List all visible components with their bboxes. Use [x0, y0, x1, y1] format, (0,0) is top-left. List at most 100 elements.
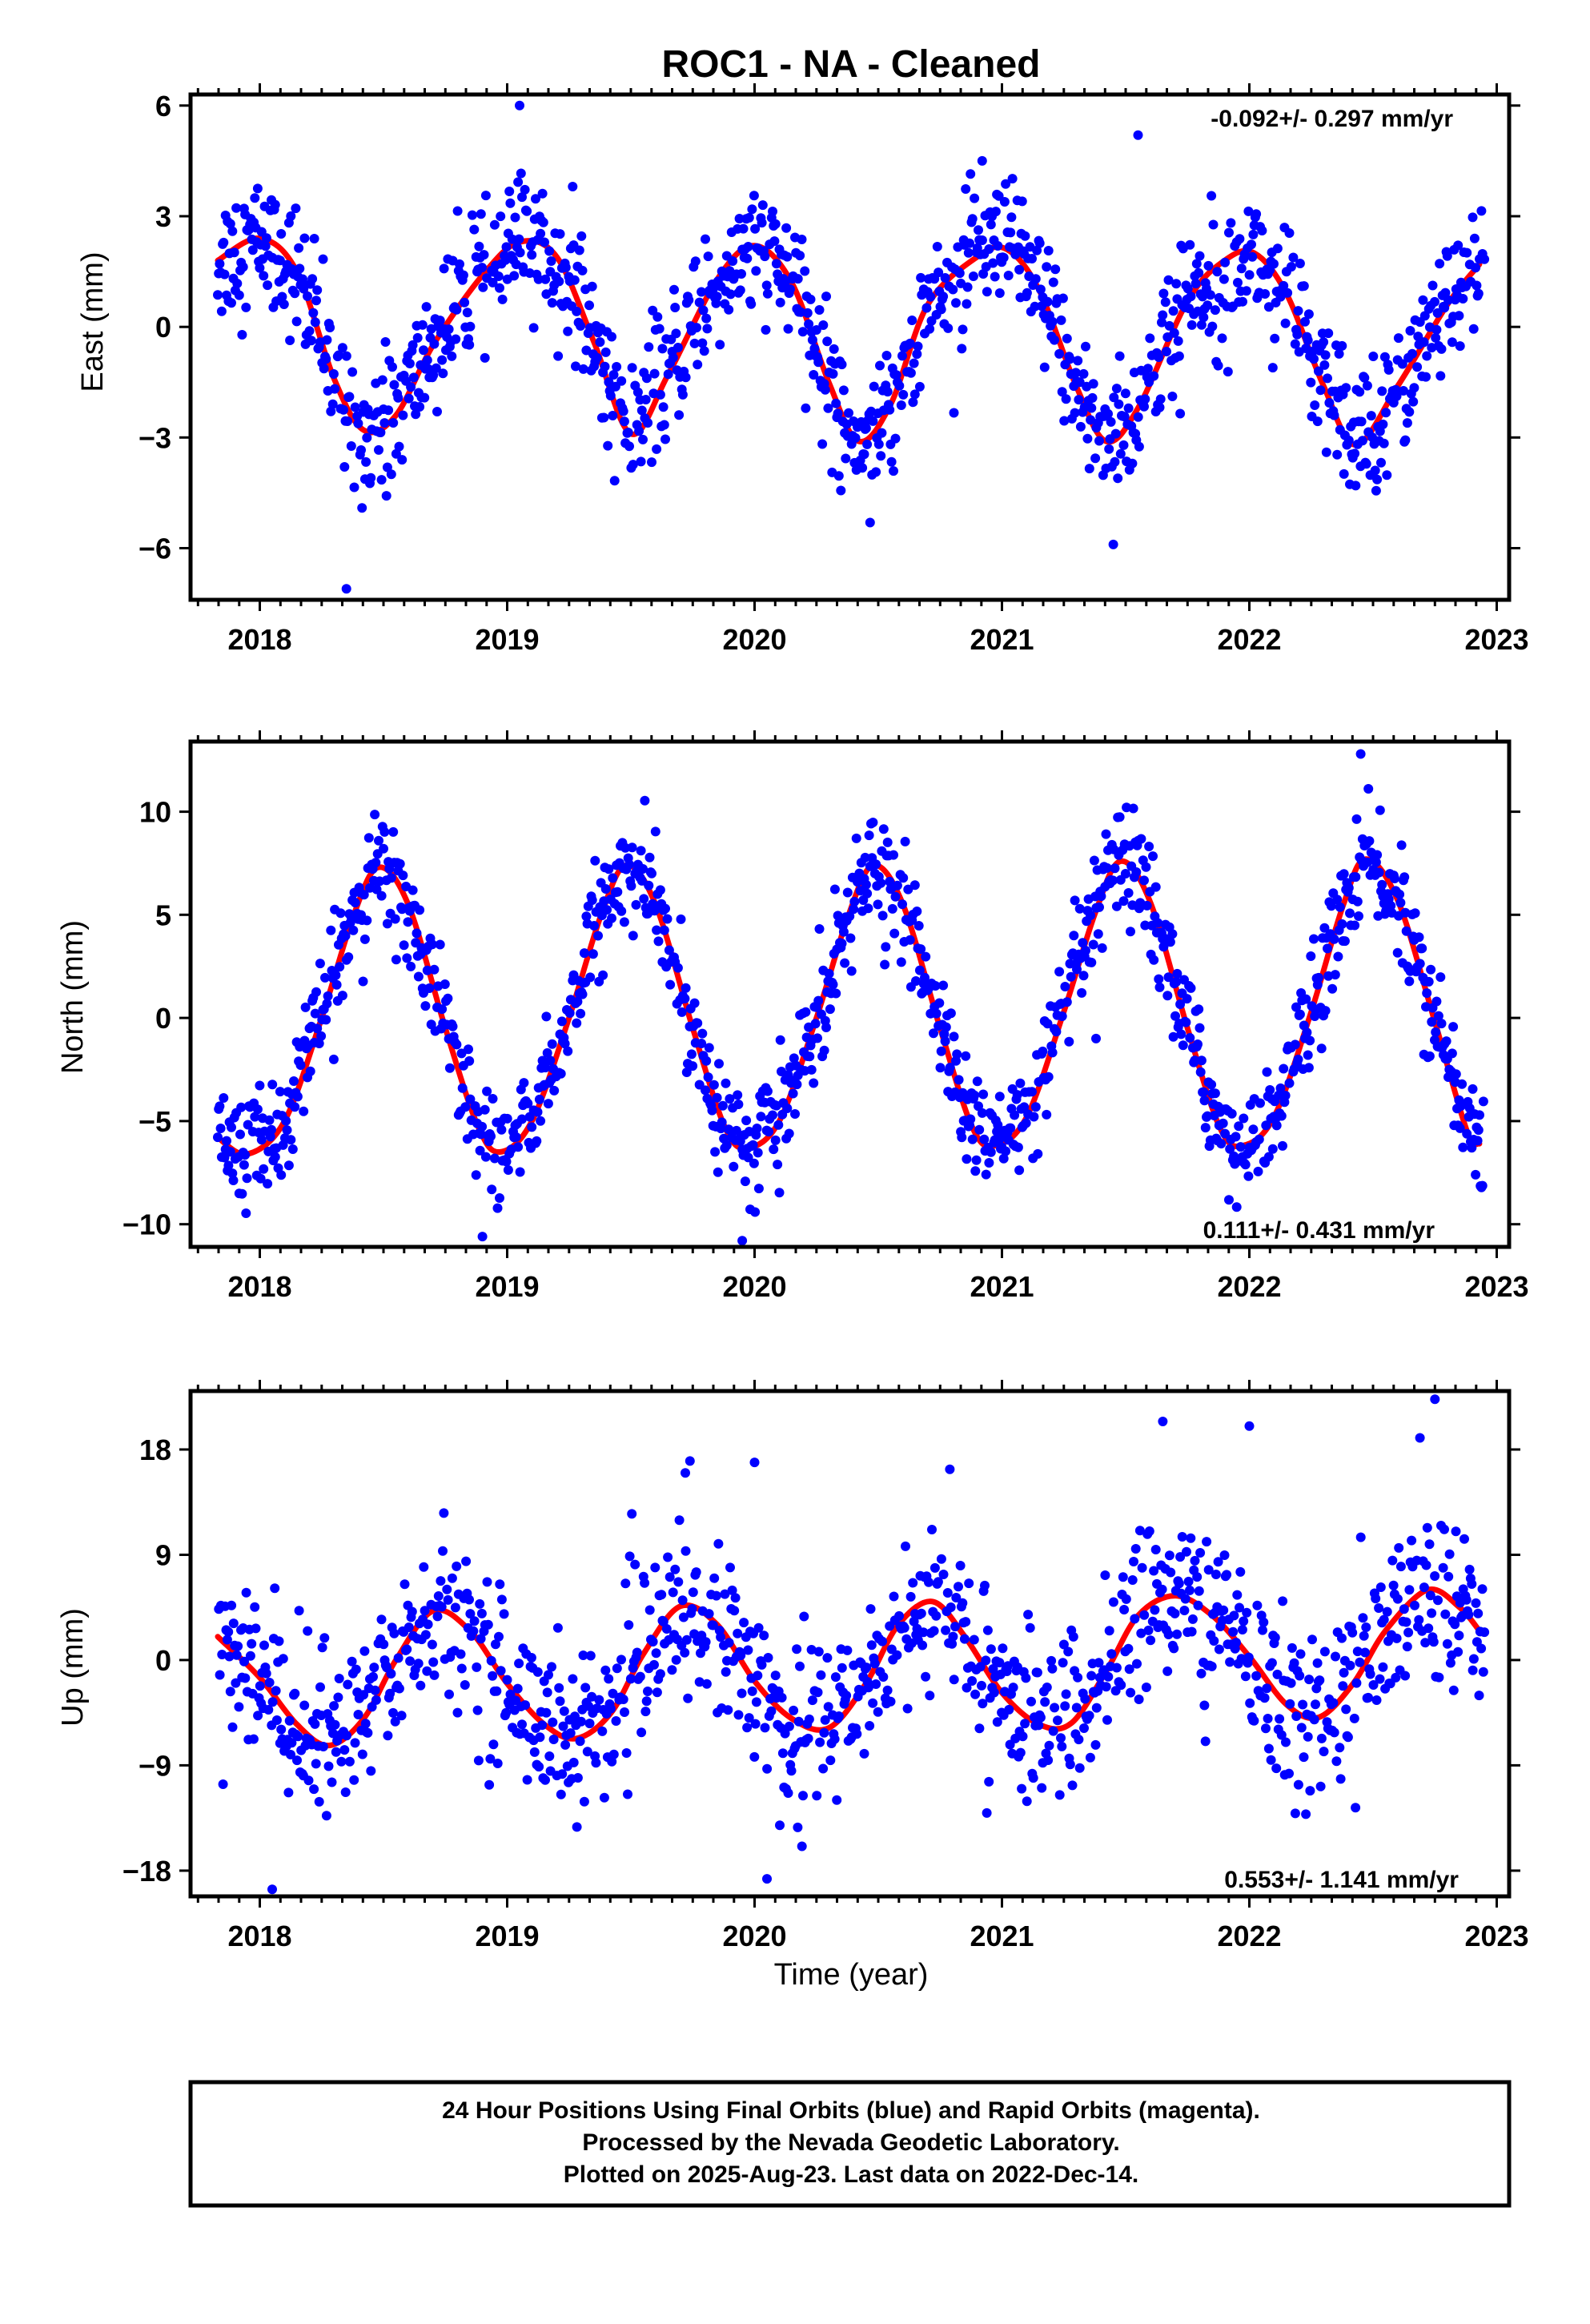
data-point — [994, 1092, 1005, 1102]
data-point — [1086, 911, 1096, 920]
data-point — [1231, 1132, 1241, 1142]
data-point — [1154, 982, 1165, 992]
data-point — [673, 963, 683, 973]
data-point — [1341, 383, 1351, 393]
data-point — [219, 269, 230, 279]
data-point — [1374, 867, 1384, 878]
data-point — [1290, 1808, 1300, 1819]
data-point — [1158, 942, 1169, 952]
data-point — [967, 1676, 978, 1686]
data-point — [644, 852, 655, 862]
data-point — [762, 1763, 773, 1774]
data-point — [1319, 923, 1330, 933]
data-point — [998, 1643, 1008, 1654]
data-point — [452, 1561, 462, 1571]
data-point — [1392, 947, 1403, 958]
data-point — [1074, 1735, 1084, 1745]
data-point — [1261, 1723, 1271, 1734]
data-point — [545, 1055, 556, 1066]
data-point — [572, 1018, 582, 1028]
data-point — [232, 279, 243, 288]
data-point — [1017, 1783, 1027, 1794]
data-point — [1195, 1067, 1206, 1077]
data-point — [982, 1807, 992, 1818]
data-point — [396, 1711, 407, 1721]
data-point — [310, 317, 320, 328]
data-point — [750, 1719, 761, 1729]
data-point — [349, 1775, 359, 1785]
data-point — [876, 451, 886, 461]
data-point — [921, 1671, 931, 1682]
data-point — [707, 1105, 717, 1116]
data-point — [312, 1023, 323, 1034]
data-point — [913, 921, 924, 931]
data-point — [513, 1142, 524, 1152]
data-point — [1402, 1642, 1412, 1652]
data-point — [724, 304, 734, 315]
data-point — [376, 475, 387, 485]
data-point — [607, 1756, 617, 1767]
data-point — [1240, 1671, 1251, 1682]
data-point — [1375, 1582, 1386, 1592]
data-point — [589, 921, 600, 931]
data-point — [1303, 1063, 1314, 1073]
data-point — [1480, 1627, 1490, 1638]
data-point — [1371, 857, 1381, 867]
data-point — [659, 420, 669, 430]
data-point — [1006, 1123, 1016, 1133]
data-point — [603, 440, 613, 451]
data-point — [331, 970, 341, 980]
data-point — [1412, 362, 1423, 372]
data-point — [1077, 987, 1087, 998]
data-point — [795, 1661, 805, 1671]
data-point — [1477, 1180, 1488, 1191]
data-point — [1114, 812, 1125, 822]
data-point — [833, 471, 844, 481]
data-point — [428, 1657, 439, 1667]
data-point — [825, 1755, 836, 1766]
data-point — [1257, 226, 1267, 235]
data-point — [363, 833, 374, 843]
data-point — [1233, 277, 1243, 287]
data-point — [1249, 1715, 1259, 1726]
data-point — [1219, 1550, 1230, 1560]
data-point — [557, 1769, 568, 1779]
data-point — [1172, 968, 1182, 979]
data-point — [1476, 1643, 1487, 1654]
data-point — [1163, 1630, 1174, 1639]
data-point — [750, 1207, 761, 1217]
chart-title: ROC1 - NA - Cleaned — [662, 43, 1041, 86]
data-point — [303, 1775, 314, 1786]
data-point — [620, 1707, 629, 1717]
data-point — [480, 191, 491, 201]
data-point — [240, 1673, 251, 1683]
data-point — [1287, 1642, 1297, 1653]
data-point — [386, 1669, 396, 1679]
data-point — [514, 1659, 524, 1669]
data-point — [924, 1577, 934, 1587]
data-point — [1333, 951, 1343, 962]
data-point — [1270, 1632, 1280, 1642]
data-point — [560, 263, 571, 272]
data-point — [1224, 1195, 1234, 1205]
data-point — [628, 460, 638, 470]
data-point — [757, 218, 767, 228]
data-point — [294, 243, 304, 253]
data-point — [1270, 333, 1280, 344]
data-point — [579, 948, 589, 959]
data-point — [1355, 387, 1365, 397]
data-point — [357, 503, 367, 513]
data-point — [605, 1703, 616, 1714]
data-point — [1008, 1683, 1018, 1693]
data-point — [1128, 803, 1138, 814]
data-point — [1300, 316, 1310, 327]
data-point — [1401, 1617, 1411, 1627]
data-point — [793, 274, 803, 284]
data-point — [600, 1665, 611, 1675]
data-point — [505, 198, 516, 208]
data-point — [730, 1593, 741, 1603]
data-point — [342, 1731, 351, 1741]
data-point — [494, 1631, 504, 1642]
data-point — [612, 887, 623, 897]
